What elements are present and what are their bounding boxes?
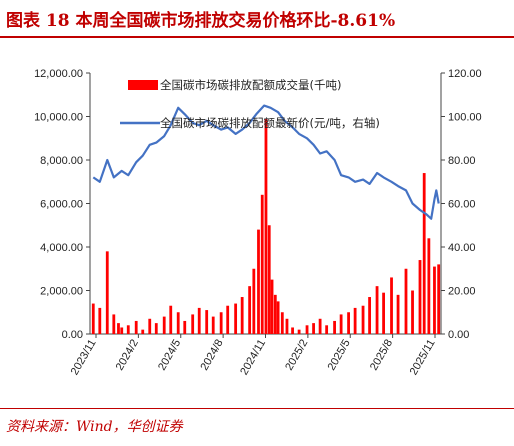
source-note: 资料来源：Wind，华创证券 (6, 419, 183, 435)
left-tick-label: 10,000.00 (34, 112, 83, 124)
volume-bar (205, 310, 209, 334)
volume-bar (353, 307, 357, 334)
volume-bar (276, 301, 280, 334)
volume-bar (361, 305, 365, 334)
volume-bar (390, 277, 393, 334)
x-tick-label: 2024/5 (156, 338, 183, 373)
volume-bar (148, 318, 152, 334)
left-tick-label: 12,000.00 (34, 68, 83, 80)
volume-bar (117, 323, 120, 334)
x-tick-label: 2025/2 (283, 338, 310, 373)
volume-bar (280, 312, 284, 334)
x-tick-label: 2024/8 (199, 338, 226, 373)
right-tick-label: 80.00 (448, 155, 476, 167)
x-tick-label: 2024/2 (114, 338, 141, 373)
volume-bar (252, 268, 256, 334)
source-divider (0, 408, 514, 409)
volume-bar (333, 320, 336, 334)
volume-bar (134, 320, 138, 334)
volume-bar (422, 173, 426, 334)
volume-bar (260, 194, 264, 334)
left-tick-label: 0.00 (62, 329, 83, 341)
volume-bar (112, 314, 116, 334)
volume-bar (105, 251, 109, 334)
volume-bar (411, 290, 414, 334)
volume-bar (267, 225, 271, 334)
volume-bar (347, 312, 350, 334)
volume-bar (91, 303, 95, 334)
volume-bar (433, 266, 436, 334)
volume-bar (437, 264, 441, 334)
volume-bar (211, 316, 215, 334)
price-line (92, 104, 440, 220)
right-tick-label: 60.00 (448, 199, 476, 211)
volume-bar (141, 329, 145, 334)
right-tick-label: 0.00 (448, 329, 469, 341)
volume-bar (375, 286, 379, 334)
volume-bar (240, 297, 244, 334)
x-tick-label: 2023/11 (69, 338, 99, 378)
volume-bar (427, 238, 431, 334)
volume-bar (234, 303, 238, 334)
volume-bar (396, 294, 400, 334)
volume-bar (339, 314, 343, 334)
volume-bar (226, 305, 230, 334)
volume-bar (162, 316, 166, 334)
volume-bar (404, 268, 408, 334)
volume-bar (297, 329, 301, 334)
volume-bar (325, 325, 329, 334)
volume-bar (169, 305, 173, 334)
volume-bar (291, 327, 294, 334)
legend-label-volume: 全国碳市场碳排放配额成交量(千吨) (160, 78, 341, 92)
volume-bar (257, 229, 260, 334)
volume-bar (305, 325, 309, 334)
volume-bar (176, 312, 180, 334)
volume-bar (219, 312, 223, 334)
volume-bar (368, 297, 371, 334)
right-tick-label: 120.00 (448, 68, 482, 80)
volume-bar (270, 279, 274, 334)
volume-bar (318, 318, 322, 334)
volume-bar (98, 307, 102, 334)
volume-bar (264, 118, 268, 334)
right-tick-label: 100.00 (448, 112, 482, 124)
volume-bar (285, 318, 289, 334)
legend-swatch-volume (128, 80, 158, 90)
volume-bar (154, 323, 158, 334)
x-tick-label: 2024/11 (238, 338, 268, 378)
legend-label-price: 全国碳市场碳排放配额最新价(元/吨，右轴) (160, 116, 380, 130)
x-tick-label: 2025/5 (326, 338, 353, 373)
right-tick-label: 40.00 (448, 242, 476, 254)
volume-bar (120, 327, 124, 334)
volume-bar (191, 314, 195, 334)
volume-bar (382, 292, 385, 334)
volume-bar (418, 260, 422, 334)
x-tick-label: 2025/11 (408, 338, 438, 378)
x-tick-label: 2025/8 (368, 338, 395, 373)
right-tick-label: 20.00 (448, 286, 476, 298)
left-tick-label: 6,000.00 (40, 199, 83, 211)
title-bar: 图表 18 本周全国碳市场排放交易价格环比-8.61% (0, 0, 514, 38)
volume-bar (197, 307, 201, 334)
left-tick-label: 4,000.00 (40, 242, 83, 254)
left-tick-label: 8,000.00 (40, 155, 83, 167)
volume-bar (248, 286, 252, 334)
volume-bar (126, 325, 130, 334)
chart: 0.00 2,000.00 4,000.00 6,000.00 8,000.00 10,0… (34, 68, 482, 378)
left-tick-label: 2,000.00 (40, 286, 83, 298)
volume-bar (273, 294, 277, 334)
volume-bar (312, 323, 315, 334)
page-title: 图表 18 本周全国碳市场排放交易价格环比-8.61% (6, 11, 396, 31)
volume-bar (183, 320, 187, 334)
